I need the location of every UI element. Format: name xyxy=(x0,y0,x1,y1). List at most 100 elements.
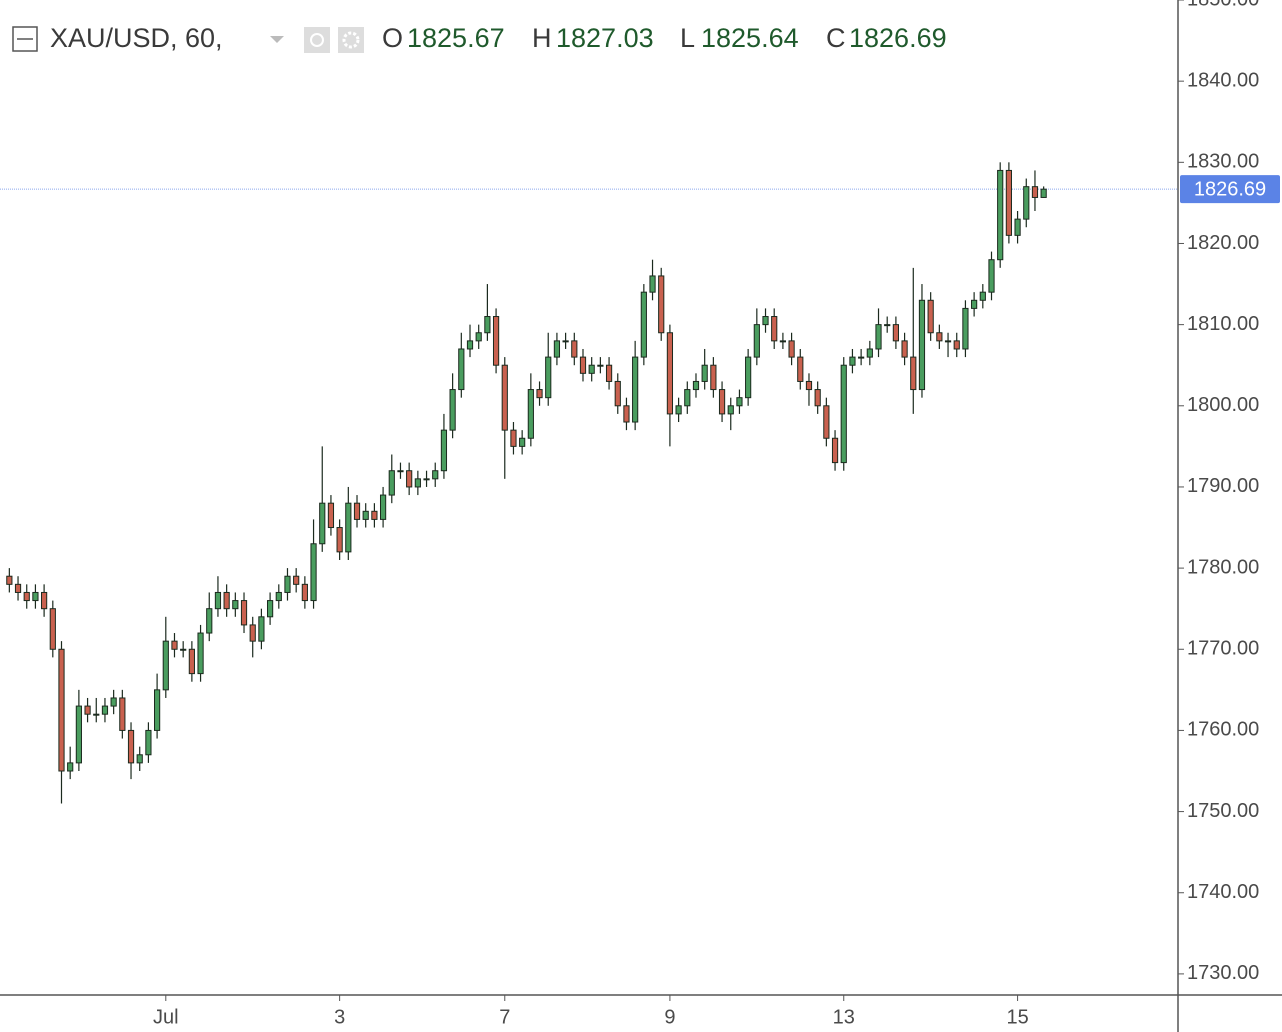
candle-body xyxy=(753,324,760,358)
candle-body xyxy=(623,405,630,423)
candle-body xyxy=(492,316,500,366)
candle-body xyxy=(858,356,865,359)
candle-body xyxy=(823,405,830,439)
candle-body xyxy=(658,275,665,334)
candle-body xyxy=(866,348,873,358)
y-tick-label: 1740.00 xyxy=(1187,881,1259,903)
candle-body xyxy=(284,575,291,593)
y-tick-label: 1750.00 xyxy=(1187,800,1259,822)
candle-body xyxy=(388,470,395,496)
candle-body xyxy=(745,356,752,399)
candle-body xyxy=(475,332,482,342)
candle-body xyxy=(953,340,960,350)
x-tick-label: 7 xyxy=(499,1006,510,1028)
candle-body xyxy=(997,169,1004,261)
candle-body xyxy=(371,510,378,520)
legend-header: XAU/USD, 60, O 1825.67 H 1827.03 L 1825.… xyxy=(12,23,947,53)
eye-icon-pupil xyxy=(310,33,324,47)
candle-body xyxy=(379,494,387,520)
candle-body xyxy=(1040,188,1047,198)
candle-body xyxy=(762,316,769,326)
candle-body xyxy=(649,275,656,293)
collapse-icon[interactable] xyxy=(12,26,38,52)
gear-icon[interactable] xyxy=(338,27,364,53)
candle-body xyxy=(362,510,369,520)
candle-body xyxy=(345,502,352,553)
candle-body xyxy=(58,648,65,772)
x-tick-label: Jul xyxy=(153,1006,179,1028)
y-tick-label: 1800.00 xyxy=(1187,394,1259,416)
candle-body xyxy=(249,624,256,642)
candle-body xyxy=(397,470,404,473)
candle-body xyxy=(779,340,787,343)
y-tick-label: 1760.00 xyxy=(1187,719,1259,741)
candle-body xyxy=(275,591,282,602)
x-tick-label: 3 xyxy=(334,1006,345,1028)
y-tick-label: 1730.00 xyxy=(1187,962,1259,984)
candle-body xyxy=(353,502,361,520)
eye-icon[interactable] xyxy=(304,27,330,53)
candle-body xyxy=(875,324,882,350)
candle-body xyxy=(632,356,639,423)
symbol-title[interactable]: XAU/USD, 60, xyxy=(50,23,223,53)
candle-body xyxy=(979,291,986,301)
candle-body xyxy=(310,543,317,602)
candle-body xyxy=(562,340,569,343)
candle-body xyxy=(805,380,813,391)
candle-body xyxy=(423,478,430,481)
candle-body xyxy=(406,470,413,488)
y-tick-label: 1810.00 xyxy=(1187,313,1259,335)
candle-body xyxy=(136,754,143,764)
candle-body xyxy=(319,502,326,545)
candle-body xyxy=(432,470,439,480)
candle-body xyxy=(831,437,839,464)
x-tick-label: 13 xyxy=(833,1006,855,1028)
candle-body xyxy=(84,705,91,715)
candle-body xyxy=(258,616,265,642)
candle-body xyxy=(519,437,526,447)
candle-body xyxy=(206,608,213,634)
candle-body xyxy=(197,632,204,675)
candle-body xyxy=(145,729,152,756)
candle-body xyxy=(918,299,926,391)
candle-body xyxy=(666,332,674,415)
y-tick-label: 1850.00 xyxy=(1187,0,1259,10)
candle-body xyxy=(727,405,734,415)
ohlc-value: 1827.03 xyxy=(556,23,654,53)
candle-body xyxy=(41,591,48,610)
candles xyxy=(6,162,1047,804)
candle-body xyxy=(214,591,222,610)
candle-body xyxy=(988,259,995,293)
candle-body xyxy=(458,348,465,391)
candle-body xyxy=(944,340,952,343)
candle-body xyxy=(240,600,248,626)
candle-body xyxy=(797,356,804,382)
candle-body xyxy=(640,291,647,358)
candle-body xyxy=(840,364,847,464)
candle-body xyxy=(101,705,109,715)
candle-body xyxy=(910,356,917,391)
y-tick-label: 1840.00 xyxy=(1187,69,1259,91)
candle-body xyxy=(553,340,561,358)
candle-body xyxy=(301,583,308,602)
candle-body xyxy=(232,600,239,610)
candle-body xyxy=(614,380,621,407)
ohlc-label: C xyxy=(826,23,846,53)
candle-body xyxy=(171,640,178,650)
candle-body xyxy=(710,364,717,391)
candle-body xyxy=(684,389,691,407)
candle-body xyxy=(675,405,682,415)
dropdown-arrow[interactable] xyxy=(270,36,284,43)
candle-body xyxy=(527,389,534,439)
candle-body xyxy=(154,689,161,731)
ohlc-label: H xyxy=(532,23,552,53)
candle-body xyxy=(814,389,821,407)
ohlc-label: O xyxy=(382,23,403,53)
candle-body xyxy=(223,591,230,610)
y-tick-label: 1780.00 xyxy=(1187,556,1259,578)
candle-body xyxy=(692,380,700,391)
candle-body xyxy=(162,640,169,691)
candle-body xyxy=(188,648,195,675)
candle-body xyxy=(1014,218,1021,236)
